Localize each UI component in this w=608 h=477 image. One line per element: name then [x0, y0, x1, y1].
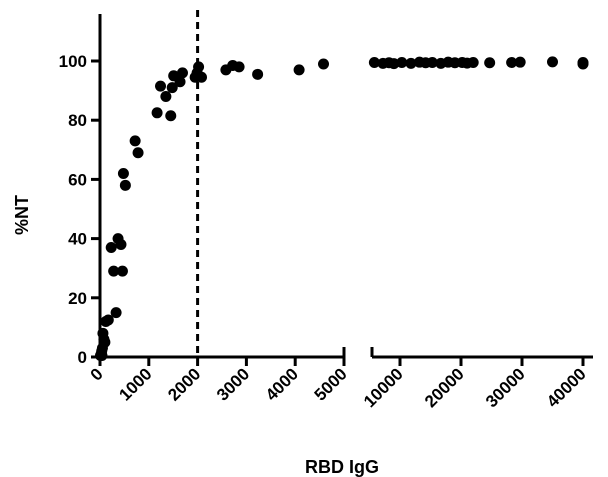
y-tick-label: 20 — [68, 289, 87, 308]
data-point — [293, 64, 305, 76]
data-point — [96, 350, 108, 362]
x-tick-label: 40000 — [543, 364, 590, 411]
data-point — [102, 314, 114, 326]
data-point — [165, 110, 177, 122]
data-point — [151, 107, 163, 119]
data-point — [110, 307, 122, 319]
data-point — [577, 58, 589, 70]
y-tick-label: 60 — [68, 170, 87, 189]
data-point — [405, 57, 417, 69]
x-tick-label: 30000 — [482, 364, 529, 411]
data-point — [176, 67, 188, 79]
data-point — [119, 179, 131, 191]
data-point — [115, 239, 127, 251]
x-tick-label: 3000 — [213, 364, 253, 404]
data-point — [506, 56, 518, 68]
data-point — [108, 265, 120, 277]
data-point — [129, 135, 141, 147]
data-point — [196, 71, 208, 83]
data-point — [116, 265, 128, 277]
data-point — [105, 241, 117, 253]
data-point — [166, 82, 178, 94]
y-axis-title: %NT — [12, 195, 32, 235]
x-tick-label: 1000 — [115, 364, 155, 404]
data-point — [160, 91, 172, 103]
x-tick-label: 4000 — [262, 364, 302, 404]
data-point — [467, 56, 479, 68]
data-point — [514, 56, 526, 68]
data-point — [155, 80, 167, 92]
data-point — [132, 147, 144, 159]
data-points — [94, 56, 589, 362]
data-point — [426, 56, 438, 68]
x-tick-label: 20000 — [421, 364, 468, 411]
data-point — [99, 336, 111, 348]
x-axis-title: RBD IgG — [305, 457, 379, 477]
x-tick-label: 2000 — [164, 364, 204, 404]
y-axis-ticks: 0 20 40 60 80 100 — [59, 52, 100, 367]
data-point — [117, 167, 129, 179]
x-tick-label: 0 — [87, 364, 107, 384]
x-axis-ticks: 0 1000 2000 3000 4000 5000 10000 20000 30000 4000… — [87, 357, 590, 411]
data-point — [174, 76, 186, 88]
y-tick-label: 80 — [68, 111, 87, 130]
axes — [98, 14, 593, 359]
data-point — [368, 56, 380, 68]
y-tick-label: 0 — [78, 348, 87, 367]
x-tick-label: 10000 — [360, 364, 407, 411]
data-point — [484, 57, 496, 69]
data-point — [252, 68, 264, 80]
data-point — [318, 58, 330, 70]
x-tick-label: 5000 — [311, 364, 351, 404]
data-point — [233, 61, 245, 73]
data-point — [396, 56, 408, 68]
y-tick-label: 100 — [59, 52, 87, 71]
data-point — [547, 56, 558, 68]
data-point — [193, 61, 205, 73]
y-tick-label: 40 — [68, 230, 87, 249]
